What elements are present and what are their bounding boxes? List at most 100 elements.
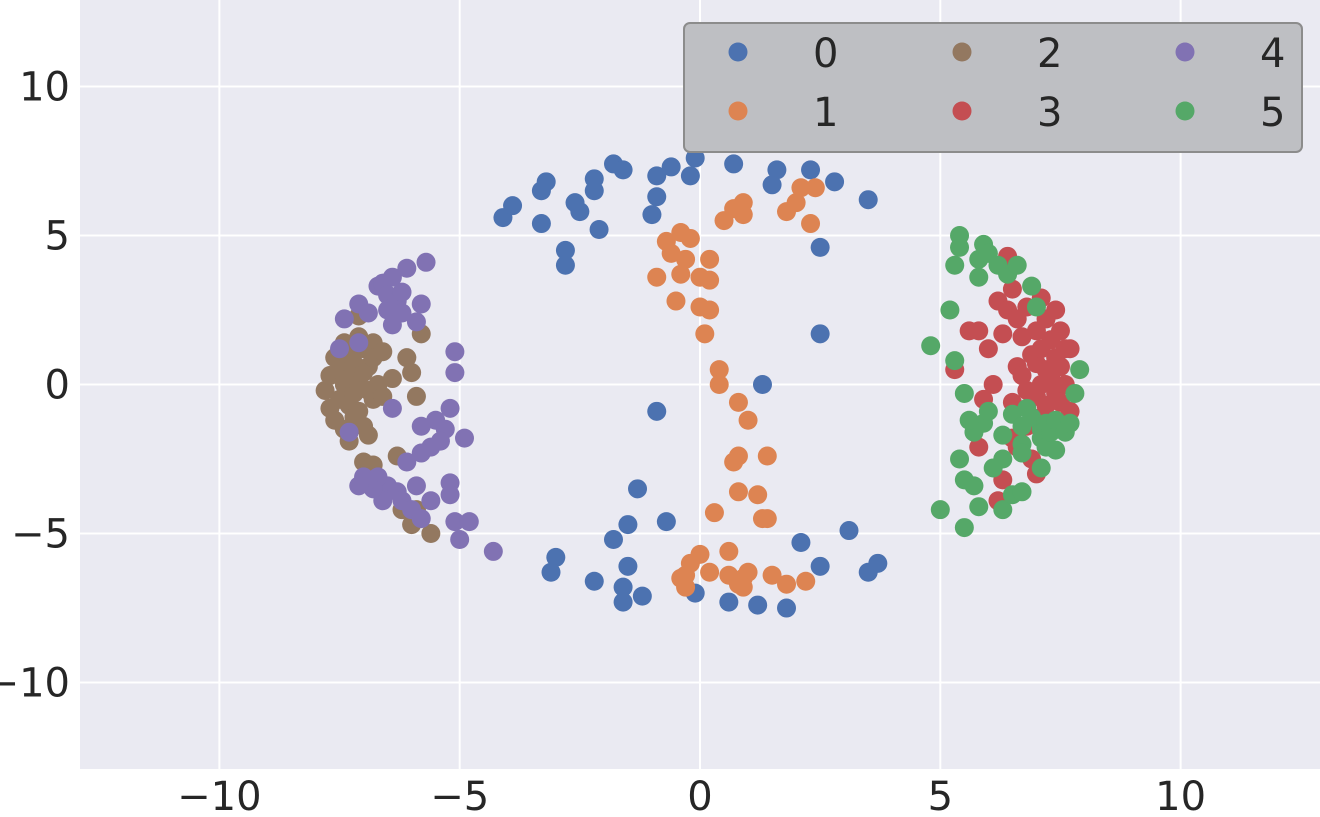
series-1-point xyxy=(728,392,748,412)
series-5-point xyxy=(969,267,989,287)
series-1-point xyxy=(709,375,729,394)
series-3-point xyxy=(978,339,998,359)
series-4-point xyxy=(483,541,503,561)
series-0-point xyxy=(748,595,768,615)
series-0-point xyxy=(618,515,638,535)
series-0-point xyxy=(632,586,652,606)
series-0-point xyxy=(810,556,830,576)
series-0-point xyxy=(618,556,638,576)
y-tick-labels: −10 −5 0 5 10 xyxy=(0,64,70,706)
series-5-point xyxy=(1070,360,1090,380)
series-1-point xyxy=(671,264,691,284)
series-5-point xyxy=(1046,440,1066,460)
series-4-point xyxy=(411,509,431,529)
series-0-point xyxy=(647,187,667,207)
series-5-point xyxy=(1012,443,1032,463)
legend-label-5: 5 xyxy=(1260,90,1285,136)
series-1-point xyxy=(724,452,744,472)
series-1-point xyxy=(676,249,696,269)
series-0-point xyxy=(685,148,705,168)
x-tick-label: −5 xyxy=(430,774,489,817)
series-4-point xyxy=(411,416,431,436)
series-1-point xyxy=(666,291,686,311)
series-2-point xyxy=(402,363,422,383)
series-5-point xyxy=(954,518,974,538)
series-4-point xyxy=(421,491,441,511)
series-1-point xyxy=(700,562,720,582)
series-0-point xyxy=(767,160,787,180)
series-4-point xyxy=(358,303,378,323)
series-1-point xyxy=(762,565,782,585)
series-5-point xyxy=(940,300,960,320)
series-4-point xyxy=(397,452,417,472)
series-5-point xyxy=(1022,276,1042,296)
series-0-point xyxy=(555,255,575,275)
series-4-point xyxy=(411,294,431,314)
series-1-point xyxy=(680,228,700,248)
series-1-point xyxy=(805,178,825,198)
series-4-point xyxy=(445,512,465,532)
series-4-point xyxy=(397,258,417,278)
series-5-point xyxy=(921,336,941,356)
series-5-point xyxy=(1065,383,1085,403)
series-0-point xyxy=(868,553,888,573)
series-0-point xyxy=(810,237,830,257)
series-2-point xyxy=(349,401,369,421)
series-0-point xyxy=(541,562,561,582)
series-5-point xyxy=(1031,458,1051,478)
series-5-point xyxy=(978,401,998,421)
series-0-point xyxy=(647,401,667,421)
series-0-point xyxy=(642,205,662,225)
series-0-point xyxy=(503,196,523,216)
series-1-point xyxy=(700,300,720,320)
series-2-point xyxy=(373,342,393,362)
series-1-point xyxy=(786,193,806,213)
series-1-point xyxy=(757,446,777,466)
series-5-point xyxy=(969,497,989,517)
series-0-point xyxy=(656,512,676,532)
series-4-point xyxy=(440,485,460,505)
legend-marker-1 xyxy=(728,101,748,121)
x-tick-label: −10 xyxy=(177,774,261,817)
series-1-point xyxy=(801,214,821,234)
series-1-point xyxy=(738,562,758,582)
series-4-point xyxy=(450,529,470,549)
series-5-point xyxy=(964,476,984,496)
series-0-point xyxy=(839,521,859,541)
y-tick-label: −5 xyxy=(11,512,70,558)
series-5-point xyxy=(993,449,1013,469)
series-1-point xyxy=(791,178,811,198)
series-4-point xyxy=(411,443,431,463)
series-1-point xyxy=(700,270,720,290)
series-4-point xyxy=(406,476,426,496)
data-points xyxy=(315,148,1090,618)
x-tick-label: 10 xyxy=(1155,774,1206,817)
series-3-point xyxy=(1012,327,1032,347)
series-5-point xyxy=(993,425,1013,445)
series-5-point xyxy=(945,351,965,371)
series-0-point xyxy=(719,592,739,612)
series-5-point xyxy=(930,500,950,520)
series-4-point xyxy=(392,303,412,323)
series-0-point xyxy=(724,154,744,174)
series-0-point xyxy=(546,547,566,567)
series-3-point xyxy=(1012,366,1032,386)
series-5-point xyxy=(950,449,970,469)
series-1-point xyxy=(738,410,758,430)
series-0-point xyxy=(791,532,811,552)
series-2-point xyxy=(421,524,441,544)
series-0-point xyxy=(680,166,700,186)
legend-label-3: 3 xyxy=(1037,90,1062,136)
series-3-point xyxy=(993,324,1013,344)
legend-marker-2 xyxy=(952,42,972,62)
y-tick-label: 10 xyxy=(19,64,70,110)
series-1-point xyxy=(647,267,667,287)
series-1-point xyxy=(676,577,696,597)
legend-marker-3 xyxy=(952,101,972,121)
series-4-point xyxy=(349,476,369,496)
series-3-point xyxy=(1046,300,1066,320)
series-0-point xyxy=(762,175,782,195)
series-0-point xyxy=(589,220,609,240)
x-tick-label: 5 xyxy=(928,774,953,817)
